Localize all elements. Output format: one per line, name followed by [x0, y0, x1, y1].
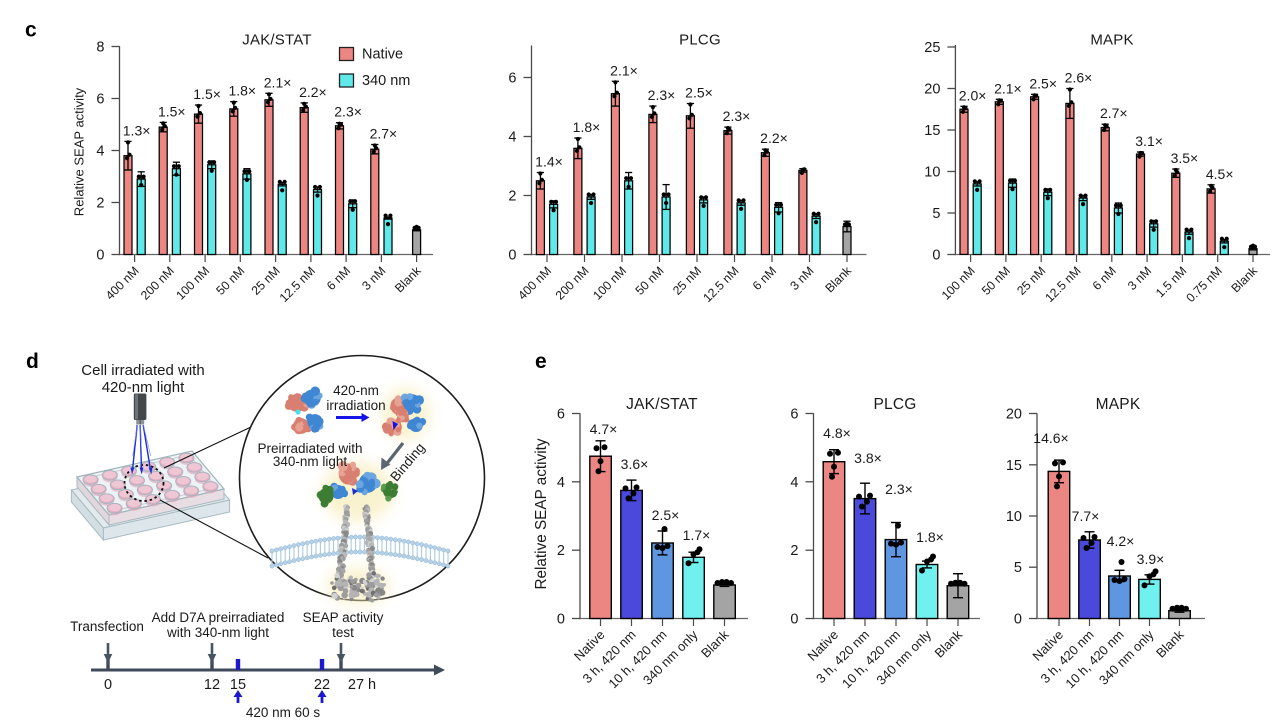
svg-text:4: 4 — [790, 475, 798, 491]
svg-text:14.6×: 14.6× — [1033, 430, 1068, 446]
svg-text:Relative SEAP activity: Relative SEAP activity — [533, 438, 550, 589]
svg-text:2.1×: 2.1× — [994, 80, 1022, 96]
svg-text:6: 6 — [557, 407, 565, 423]
svg-text:Native: Native — [362, 47, 403, 63]
svg-text:7.7×: 7.7× — [1072, 508, 1100, 524]
svg-text:0: 0 — [557, 612, 565, 628]
svg-text:4: 4 — [557, 475, 565, 491]
svg-text:25: 25 — [924, 40, 940, 56]
svg-text:420-nm: 420-nm — [333, 383, 379, 398]
svg-text:4.2×: 4.2× — [1107, 533, 1135, 549]
svg-text:test: test — [332, 625, 354, 640]
svg-text:4: 4 — [508, 130, 516, 146]
svg-text:6: 6 — [790, 407, 798, 423]
svg-text:20: 20 — [924, 82, 940, 98]
svg-text:1.5×: 1.5× — [193, 86, 221, 102]
svg-text:2.1×: 2.1× — [264, 74, 292, 90]
svg-text:2: 2 — [96, 196, 104, 212]
svg-text:0: 0 — [104, 677, 112, 693]
svg-text:2.2×: 2.2× — [299, 84, 327, 100]
svg-text:340-nm light: 340-nm light — [273, 454, 348, 469]
svg-text:15: 15 — [230, 677, 246, 693]
svg-text:1.4×: 1.4× — [535, 154, 563, 170]
svg-text:2.0×: 2.0× — [959, 87, 987, 103]
svg-text:2: 2 — [508, 189, 516, 205]
svg-text:2.1×: 2.1× — [610, 62, 638, 78]
svg-text:0: 0 — [96, 248, 104, 264]
svg-text:2.7×: 2.7× — [1100, 105, 1128, 121]
svg-text:3.8×: 3.8× — [854, 450, 882, 466]
svg-text:340 nm: 340 nm — [362, 73, 410, 89]
svg-text:1.8×: 1.8× — [228, 83, 256, 99]
svg-text:10: 10 — [924, 165, 940, 181]
svg-text:c: c — [25, 19, 37, 42]
svg-text:2.6×: 2.6× — [1065, 70, 1093, 86]
svg-text:420-nm light: 420-nm light — [102, 379, 185, 396]
svg-text:3.1×: 3.1× — [1135, 133, 1163, 149]
svg-text:d: d — [26, 350, 39, 373]
svg-text:0: 0 — [1014, 612, 1022, 628]
svg-text:0: 0 — [932, 248, 940, 264]
svg-text:MAPK: MAPK — [1090, 32, 1133, 49]
svg-text:0: 0 — [790, 612, 798, 628]
svg-text:3.6×: 3.6× — [621, 456, 649, 472]
svg-text:2.5×: 2.5× — [652, 507, 680, 523]
svg-text:4: 4 — [96, 144, 104, 160]
svg-text:1.3×: 1.3× — [123, 122, 151, 138]
svg-text:12: 12 — [204, 677, 220, 693]
svg-text:2: 2 — [557, 543, 565, 559]
svg-text:JAK/STAT: JAK/STAT — [626, 396, 698, 413]
svg-text:420 nm 60 s: 420 nm 60 s — [246, 705, 321, 720]
svg-text:2.5×: 2.5× — [685, 85, 713, 101]
svg-text:irradiation: irradiation — [326, 398, 385, 413]
svg-text:5: 5 — [932, 206, 940, 222]
svg-text:15: 15 — [1006, 458, 1022, 474]
svg-text:22: 22 — [314, 677, 330, 693]
svg-text:2.2×: 2.2× — [760, 130, 788, 146]
svg-text:4.5×: 4.5× — [1206, 166, 1234, 182]
svg-text:6: 6 — [508, 71, 516, 87]
svg-text:15: 15 — [924, 123, 940, 139]
svg-text:3.5×: 3.5× — [1171, 150, 1199, 166]
svg-text:MAPK: MAPK — [1096, 396, 1141, 413]
svg-text:PLCG: PLCG — [679, 32, 721, 49]
svg-text:Preirradiated with: Preirradiated with — [257, 441, 362, 456]
svg-text:Cell irradiated with: Cell irradiated with — [81, 362, 204, 379]
svg-text:8: 8 — [96, 40, 104, 56]
svg-text:2.3×: 2.3× — [334, 104, 362, 120]
svg-text:27 h: 27 h — [348, 677, 376, 693]
svg-text:Relative SEAP activity: Relative SEAP activity — [72, 87, 87, 216]
svg-text:1.8×: 1.8× — [916, 529, 944, 545]
svg-text:e: e — [535, 350, 547, 373]
svg-text:10: 10 — [1006, 509, 1022, 525]
svg-text:3.9×: 3.9× — [1137, 551, 1165, 567]
svg-text:4.7×: 4.7× — [590, 421, 618, 437]
svg-text:6: 6 — [96, 92, 104, 108]
svg-text:1.7×: 1.7× — [683, 527, 711, 543]
svg-text:1.8×: 1.8× — [573, 119, 601, 135]
svg-text:SEAP activity: SEAP activity — [303, 610, 384, 625]
svg-text:2.3×: 2.3× — [885, 481, 913, 497]
svg-text:4.8×: 4.8× — [823, 425, 851, 441]
svg-text:2.3×: 2.3× — [723, 108, 751, 124]
svg-text:PLCG: PLCG — [873, 396, 916, 413]
svg-text:2.5×: 2.5× — [1029, 75, 1057, 91]
svg-text:Add D7A preirradiated: Add D7A preirradiated — [152, 610, 285, 625]
svg-text:0: 0 — [508, 248, 516, 264]
svg-text:with 340-nm light: with 340-nm light — [166, 625, 269, 640]
svg-text:1.5×: 1.5× — [158, 103, 186, 119]
svg-text:Transfection: Transfection — [70, 619, 144, 634]
svg-text:2.7×: 2.7× — [370, 126, 398, 142]
svg-text:2: 2 — [790, 543, 798, 559]
svg-text:JAK/STAT: JAK/STAT — [242, 32, 311, 49]
svg-text:5: 5 — [1014, 560, 1022, 576]
svg-text:20: 20 — [1006, 407, 1022, 423]
svg-text:2.3×: 2.3× — [648, 87, 676, 103]
